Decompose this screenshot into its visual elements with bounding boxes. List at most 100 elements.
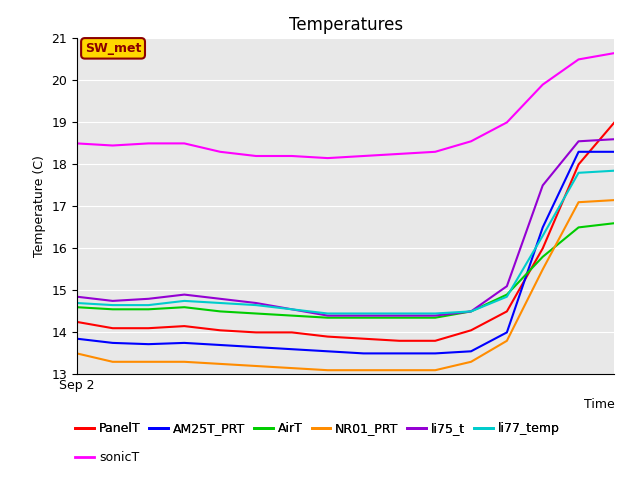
Line: PanelT: PanelT	[77, 122, 614, 341]
li75_t	[73, 294, 81, 300]
AirT	[431, 315, 439, 321]
li75_t	[503, 283, 511, 289]
AM25T_PRT	[611, 149, 618, 155]
AirT	[109, 306, 116, 312]
sonicT	[252, 153, 260, 159]
li77_temp	[539, 233, 547, 239]
AirT	[503, 292, 511, 298]
Line: NR01_PRT: NR01_PRT	[77, 200, 614, 370]
li75_t	[252, 300, 260, 306]
PanelT	[216, 327, 224, 333]
sonicT	[467, 138, 475, 144]
li75_t	[324, 312, 332, 318]
AirT	[324, 315, 332, 321]
sonicT	[324, 155, 332, 161]
li77_temp	[145, 302, 152, 308]
NR01_PRT	[145, 359, 152, 365]
AM25T_PRT	[324, 348, 332, 354]
PanelT	[252, 329, 260, 335]
li77_temp	[109, 302, 116, 308]
AirT	[180, 304, 188, 310]
AirT	[575, 225, 582, 230]
PanelT	[180, 323, 188, 329]
AM25T_PRT	[360, 350, 367, 356]
PanelT	[503, 309, 511, 314]
NR01_PRT	[252, 363, 260, 369]
AirT	[539, 254, 547, 260]
li77_temp	[252, 302, 260, 308]
li75_t	[396, 312, 403, 318]
li77_temp	[575, 170, 582, 176]
li77_temp	[324, 311, 332, 316]
AM25T_PRT	[252, 344, 260, 350]
AirT	[360, 315, 367, 321]
li77_temp	[503, 294, 511, 300]
AirT	[611, 220, 618, 226]
AM25T_PRT	[288, 347, 296, 352]
sonicT	[539, 82, 547, 87]
AM25T_PRT	[503, 329, 511, 335]
AM25T_PRT	[431, 350, 439, 356]
sonicT	[216, 149, 224, 155]
AirT	[73, 304, 81, 310]
sonicT	[73, 141, 81, 146]
Line: AM25T_PRT: AM25T_PRT	[77, 152, 614, 353]
li75_t	[145, 296, 152, 301]
AM25T_PRT	[467, 348, 475, 354]
Text: SW_met: SW_met	[85, 42, 141, 55]
li75_t	[288, 306, 296, 312]
sonicT	[611, 50, 618, 56]
AirT	[288, 312, 296, 318]
NR01_PRT	[216, 361, 224, 367]
Y-axis label: Temperature (C): Temperature (C)	[33, 156, 45, 257]
sonicT	[431, 149, 439, 155]
NR01_PRT	[73, 350, 81, 356]
li77_temp	[288, 306, 296, 312]
sonicT	[180, 141, 188, 146]
NR01_PRT	[324, 367, 332, 373]
li77_temp	[73, 300, 81, 306]
NR01_PRT	[360, 367, 367, 373]
PanelT	[145, 325, 152, 331]
sonicT	[360, 153, 367, 159]
PanelT	[431, 338, 439, 344]
PanelT	[467, 327, 475, 333]
Title: Temperatures: Temperatures	[289, 16, 403, 34]
li77_temp	[467, 309, 475, 314]
sonicT	[288, 153, 296, 159]
NR01_PRT	[431, 367, 439, 373]
NR01_PRT	[467, 359, 475, 365]
li77_temp	[611, 168, 618, 174]
Legend: sonicT: sonicT	[70, 446, 144, 469]
AM25T_PRT	[73, 336, 81, 342]
PanelT	[575, 161, 582, 167]
Line: li77_temp: li77_temp	[77, 171, 614, 313]
li75_t	[539, 182, 547, 188]
sonicT	[503, 120, 511, 125]
AM25T_PRT	[145, 341, 152, 347]
NR01_PRT	[180, 359, 188, 365]
PanelT	[73, 319, 81, 325]
li75_t	[575, 138, 582, 144]
PanelT	[611, 120, 618, 125]
li75_t	[611, 136, 618, 142]
li75_t	[360, 312, 367, 318]
PanelT	[396, 338, 403, 344]
li77_temp	[360, 311, 367, 316]
li75_t	[109, 298, 116, 304]
Legend: PanelT, AM25T_PRT, AirT, NR01_PRT, li75_t, li77_temp: PanelT, AM25T_PRT, AirT, NR01_PRT, li75_…	[70, 417, 564, 440]
AirT	[467, 309, 475, 314]
li77_temp	[180, 298, 188, 304]
NR01_PRT	[611, 197, 618, 203]
PanelT	[288, 329, 296, 335]
AM25T_PRT	[180, 340, 188, 346]
NR01_PRT	[288, 365, 296, 371]
li75_t	[180, 292, 188, 298]
li75_t	[216, 296, 224, 301]
sonicT	[109, 143, 116, 148]
Line: li75_t: li75_t	[77, 139, 614, 315]
AirT	[145, 306, 152, 312]
AM25T_PRT	[109, 340, 116, 346]
li75_t	[467, 309, 475, 314]
NR01_PRT	[539, 266, 547, 272]
